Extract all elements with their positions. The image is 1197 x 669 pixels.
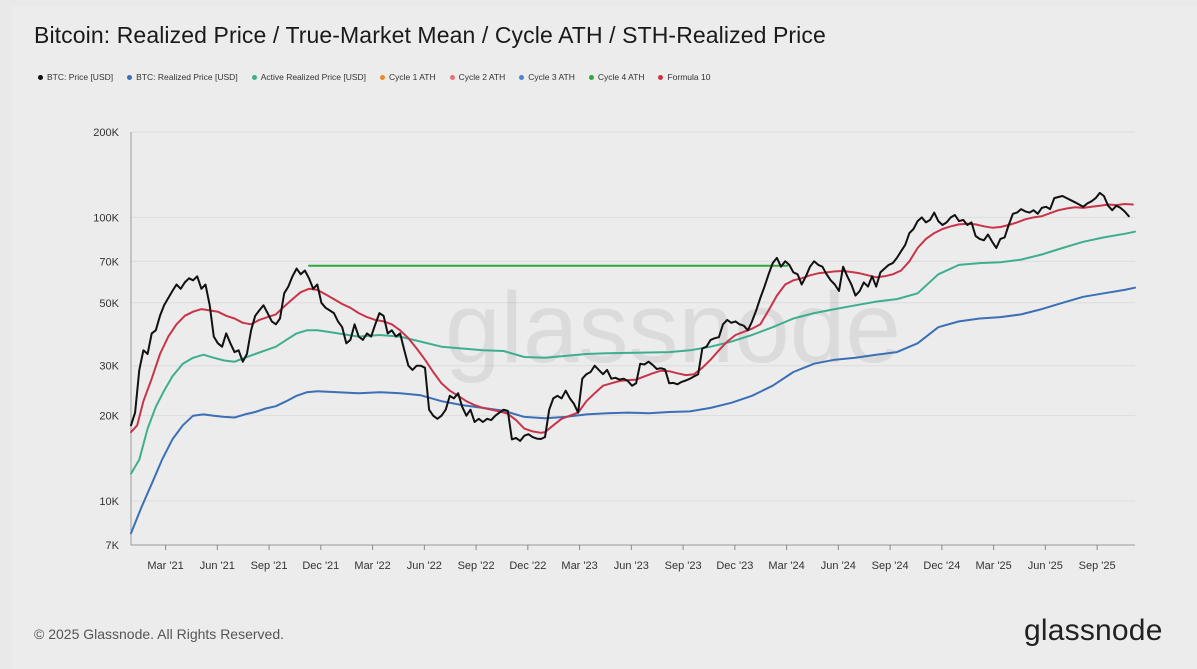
copyright-text: © 2025 Glassnode. All Rights Reserved. bbox=[34, 626, 285, 642]
x-tick-label: Jun '21 bbox=[200, 560, 235, 572]
legend-item[interactable]: Cycle 3 ATH bbox=[519, 72, 575, 82]
legend-label: Cycle 2 ATH bbox=[458, 72, 506, 82]
x-tick-label: Jun '23 bbox=[614, 560, 649, 572]
series-line-active-realized-price-usd bbox=[130, 230, 1136, 475]
x-tick-label: Jun '24 bbox=[821, 560, 856, 572]
y-tick-label: 50K bbox=[99, 298, 119, 310]
x-tick-label: Jun '25 bbox=[1028, 560, 1063, 572]
y-tick-label: 200K bbox=[93, 127, 119, 139]
y-tick-label: 30K bbox=[99, 361, 119, 373]
y-tick-label: 100K bbox=[93, 212, 119, 224]
chart-legend: BTC: Price [USD] BTC: Realized Price [USD… bbox=[38, 72, 710, 82]
x-tick-label: Dec '23 bbox=[716, 560, 753, 572]
x-tick-label: Sep '25 bbox=[1079, 560, 1116, 572]
legend-dot-icon bbox=[380, 74, 386, 80]
y-tick-label: 7K bbox=[106, 540, 120, 552]
legend-item[interactable]: Cycle 4 ATH bbox=[588, 72, 645, 82]
x-tick-label: Dec '24 bbox=[923, 560, 960, 572]
legend-dot-icon bbox=[519, 74, 525, 80]
legend-label: Formula 10 bbox=[667, 72, 711, 82]
chart-title: Bitcoin: Realized Price / True-Market Me… bbox=[34, 22, 826, 48]
legend-label: BTC: Realized Price [USD] bbox=[136, 72, 238, 82]
x-tick-label: Sep '24 bbox=[872, 560, 909, 572]
x-tick-label: Dec '21 bbox=[302, 560, 339, 572]
legend-label: Active Realized Price [USD] bbox=[260, 72, 367, 82]
x-tick-label: Mar '24 bbox=[768, 560, 804, 572]
x-tick-label: Sep '23 bbox=[665, 560, 702, 572]
x-tick-label: Jun '22 bbox=[407, 560, 442, 572]
chart-frame bbox=[12, 6, 1197, 669]
y-tick-label: 20K bbox=[99, 411, 119, 423]
legend-item[interactable]: Cycle 2 ATH bbox=[449, 72, 506, 82]
legend-label: Cycle 1 ATH bbox=[389, 72, 436, 82]
legend-item[interactable]: Formula 10 bbox=[658, 72, 710, 82]
legend-label: Cycle 4 ATH bbox=[597, 72, 645, 82]
legend-dot-icon bbox=[588, 74, 594, 80]
x-tick-label: Mar '22 bbox=[354, 560, 390, 572]
legend-dot-icon bbox=[449, 74, 455, 80]
x-tick-label: Dec '22 bbox=[509, 560, 546, 572]
legend-label: BTC: Price [USD] bbox=[47, 72, 114, 82]
x-tick-label: Mar '25 bbox=[975, 560, 1011, 572]
x-tick-label: Mar '23 bbox=[561, 560, 597, 572]
legend-dot-icon bbox=[127, 74, 133, 80]
brand-logo: glassnode bbox=[1024, 614, 1163, 647]
y-tick-label: 10K bbox=[99, 496, 119, 508]
legend-dot-icon bbox=[38, 74, 43, 80]
legend-item[interactable]: Active Realized Price [USD] bbox=[251, 72, 367, 82]
legend-item[interactable]: Cycle 1 ATH bbox=[380, 72, 436, 82]
legend-label: Cycle 3 ATH bbox=[528, 72, 575, 82]
series-line-btc-price-usd bbox=[130, 191, 1130, 442]
x-tick-label: Mar '21 bbox=[147, 560, 183, 572]
x-tick-label: Sep '21 bbox=[251, 560, 288, 572]
legend-dot-icon bbox=[251, 74, 257, 80]
y-tick-label: 70K bbox=[99, 256, 119, 268]
legend-item[interactable]: BTC: Price [USD] bbox=[38, 72, 113, 82]
watermark: glassnode bbox=[445, 272, 901, 384]
series-line-btc-realized-price-usd bbox=[130, 286, 1136, 535]
x-tick-label: Sep '22 bbox=[458, 560, 495, 572]
legend-dot-icon bbox=[658, 74, 664, 80]
legend-item[interactable]: BTC: Realized Price [USD] bbox=[127, 72, 238, 82]
